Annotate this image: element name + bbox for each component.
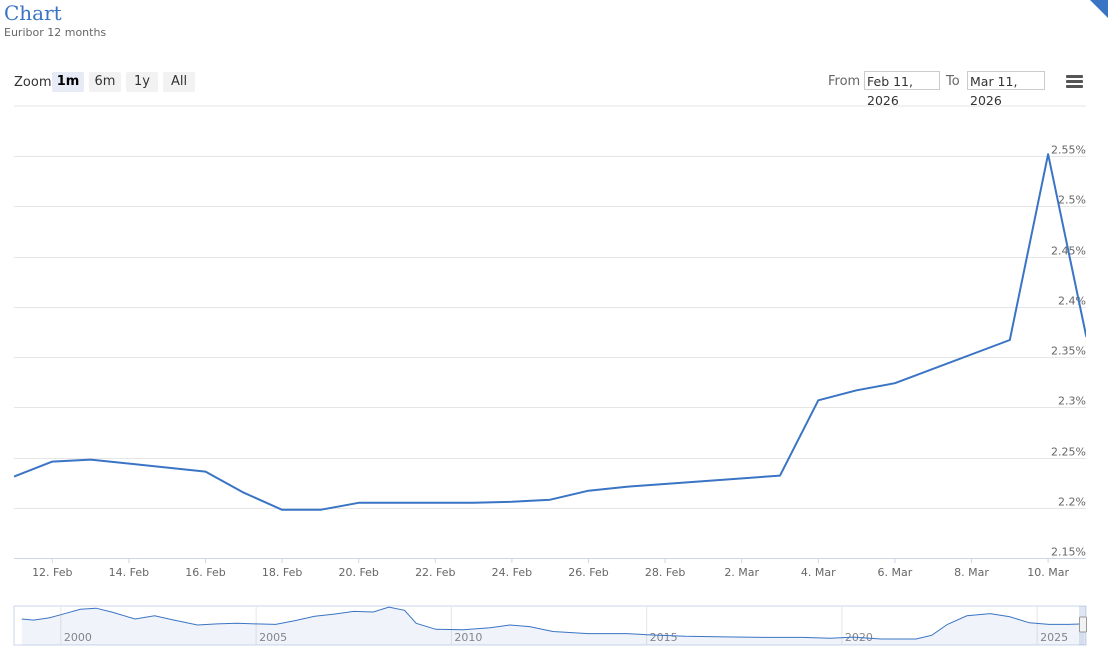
y-tick-label: 2.5% bbox=[1058, 194, 1086, 207]
to-date-input[interactable]: Mar 11, 2026 bbox=[967, 71, 1045, 108]
x-tick-label: 2. Mar bbox=[724, 566, 759, 579]
x-tick-label: 8. Mar bbox=[954, 566, 989, 579]
y-tick-label: 2.4% bbox=[1058, 295, 1086, 308]
x-tick-label: 18. Feb bbox=[262, 566, 302, 579]
x-tick-label: 26. Feb bbox=[568, 566, 608, 579]
x-tick-label: 6. Mar bbox=[878, 566, 913, 579]
zoom-label: Zoom bbox=[14, 75, 52, 90]
from-date-input[interactable]: Feb 11, 2026 bbox=[864, 71, 940, 108]
navigator-tick-label: 2015 bbox=[650, 631, 678, 644]
x-tick-label: 20. Feb bbox=[338, 566, 378, 579]
x-tick-label: 14. Feb bbox=[109, 566, 149, 579]
to-label: To bbox=[946, 74, 960, 89]
x-tick-label: 22. Feb bbox=[415, 566, 455, 579]
chart-subtitle: Euribor 12 months bbox=[4, 26, 107, 39]
y-tick-label: 2.3% bbox=[1058, 395, 1086, 408]
y-tick-label: 2.35% bbox=[1051, 345, 1086, 358]
series-line bbox=[14, 153, 1086, 511]
x-tick-label: 24. Feb bbox=[492, 566, 532, 579]
x-tick-label: 12. Feb bbox=[32, 566, 72, 579]
navigator-tick-label: 2005 bbox=[259, 631, 287, 644]
menu-icon[interactable] bbox=[1066, 75, 1083, 89]
zoom-all-button[interactable]: All bbox=[163, 72, 195, 92]
navigator-tick-label: 2025 bbox=[1040, 631, 1068, 644]
zoom-6m-button[interactable]: 6m bbox=[89, 72, 121, 92]
navigator-area bbox=[21, 607, 1084, 645]
x-tick-label: 4. Mar bbox=[801, 566, 836, 579]
x-tick-label: 28. Feb bbox=[645, 566, 685, 579]
navigator-line bbox=[21, 606, 1085, 640]
y-tick-label: 2.55% bbox=[1051, 144, 1086, 157]
zoom-1y-button[interactable]: 1y bbox=[126, 72, 158, 92]
chart-title: Chart bbox=[4, 1, 62, 25]
y-tick-label: 2.15% bbox=[1051, 546, 1086, 559]
navigator-tick-label: 2010 bbox=[454, 631, 482, 644]
x-tick-label: 16. Feb bbox=[185, 566, 225, 579]
navigator-tick-label: 2000 bbox=[64, 631, 92, 644]
y-tick-label: 2.25% bbox=[1051, 446, 1086, 459]
y-tick-label: 2.2% bbox=[1058, 496, 1086, 509]
zoom-1m-button[interactable]: 1m bbox=[52, 72, 84, 92]
from-label: From bbox=[828, 74, 861, 89]
navigator-handle bbox=[1079, 616, 1087, 633]
x-tick-label: 10. Mar bbox=[1027, 566, 1069, 579]
corner-marker bbox=[1090, 0, 1108, 18]
